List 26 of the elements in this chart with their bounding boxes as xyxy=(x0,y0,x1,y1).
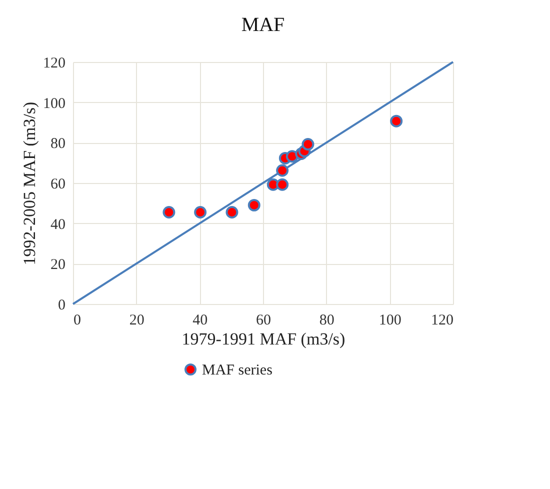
point xyxy=(276,178,289,191)
y-tick-label: 0 xyxy=(58,298,66,314)
y-tick-label: 80 xyxy=(50,136,66,152)
x-axis-title: 1979-1991 MAF (m3/s) xyxy=(182,330,346,348)
point xyxy=(226,206,238,218)
y-tick-label: 60 xyxy=(50,176,66,192)
point xyxy=(302,138,314,151)
x-tick-label: 60 xyxy=(256,312,271,328)
y-axis-title: 1992-2005 MAF (m3/s) xyxy=(20,102,39,266)
x-tick-label: 40 xyxy=(192,312,208,328)
chart-title: MAF xyxy=(241,14,285,36)
y-tick-label: 120 xyxy=(43,56,66,72)
y-tick-label: 20 xyxy=(50,257,66,274)
point xyxy=(194,206,207,218)
x-tick-label: 20 xyxy=(129,312,144,328)
point xyxy=(162,206,176,218)
point xyxy=(276,164,289,177)
x-tick-label: 120 xyxy=(431,312,454,328)
point xyxy=(248,198,260,212)
legend-label: MAF series xyxy=(202,362,273,378)
y-tick-label: 100 xyxy=(43,96,66,112)
x-tick-label: 0 xyxy=(74,312,81,328)
x-tick-label: 80 xyxy=(319,312,334,328)
point xyxy=(390,114,403,128)
x-tick-label: 100 xyxy=(378,312,402,328)
y-tick-label: 40 xyxy=(50,216,66,233)
